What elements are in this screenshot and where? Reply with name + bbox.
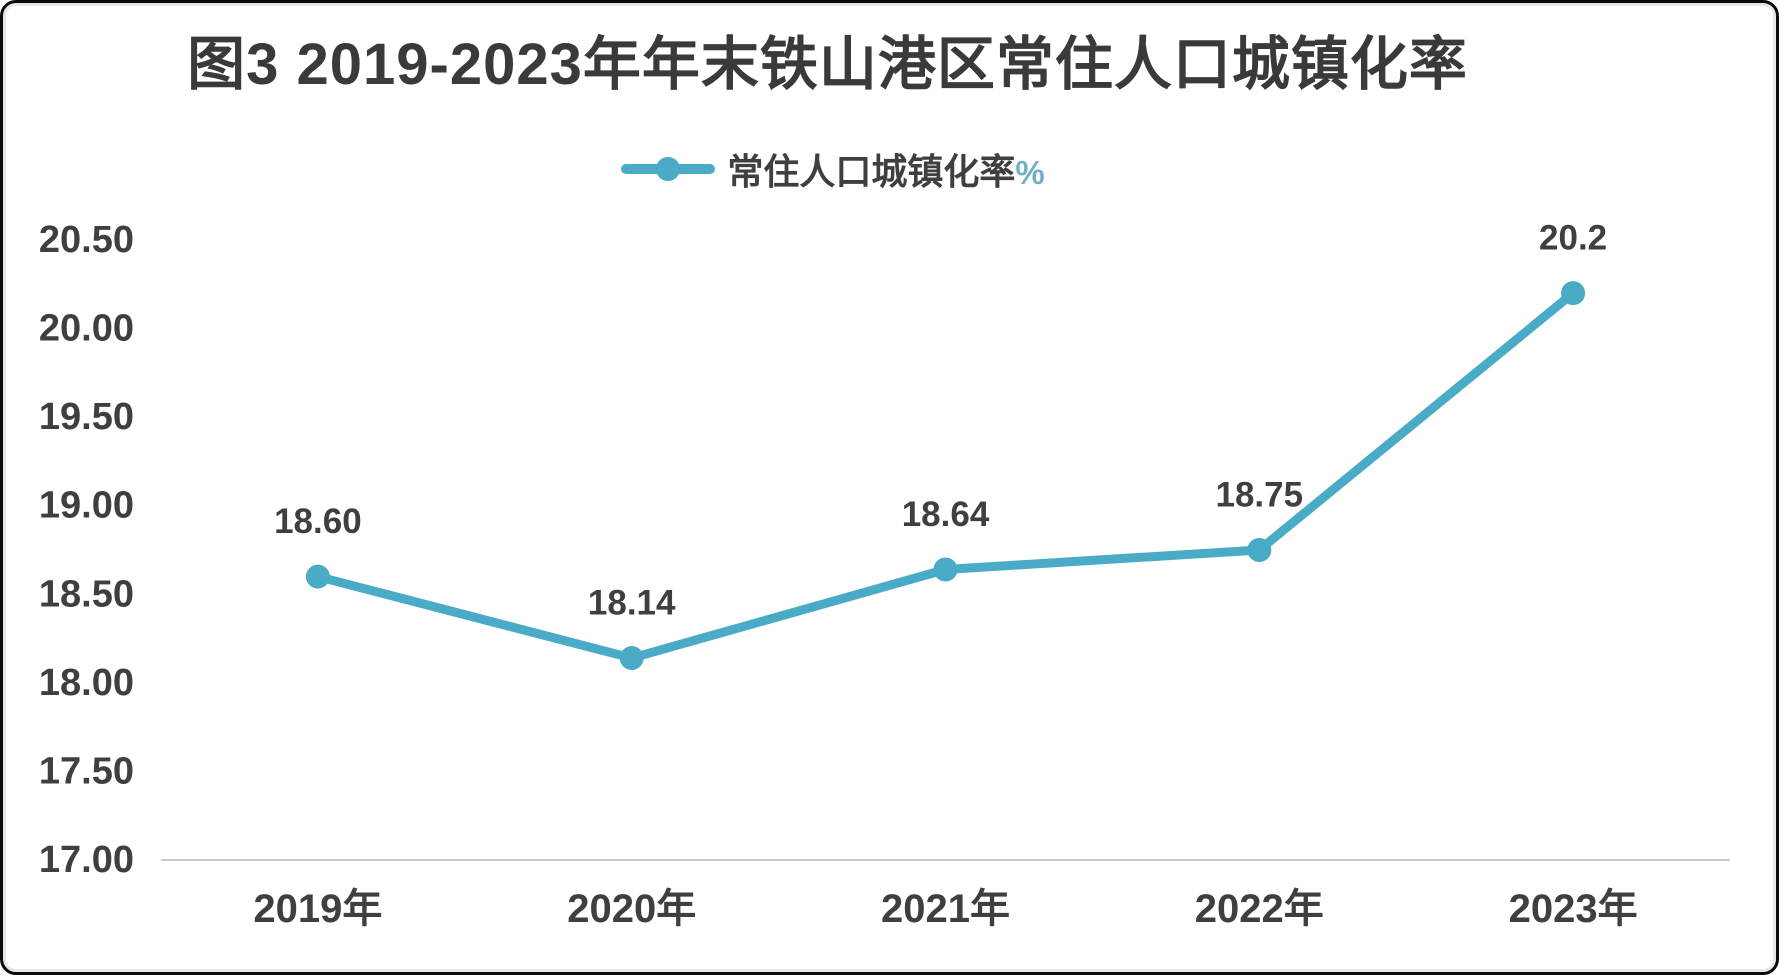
legend-dot-icon: [656, 157, 681, 181]
line-chart: 17.00 17.50 18.00 18.50 19.00 19.50 20.00 20.50…: [39, 219, 1730, 931]
y-tick-label: 20.00: [39, 308, 134, 350]
y-tick-label: 19.00: [39, 485, 134, 527]
x-tick-label: 2021年: [881, 887, 1010, 931]
x-tick-label: 2019年: [253, 887, 382, 931]
data-label: 18.64: [902, 495, 990, 534]
data-label: 18.75: [1216, 476, 1304, 515]
chart-title: 图3 2019-2023年年末铁山港区常住人口城镇化率: [187, 32, 1468, 97]
data-point-marker: [1247, 538, 1272, 562]
legend-line-marker-icon: [621, 156, 716, 182]
x-tick-label: 2022年: [1195, 887, 1324, 931]
y-tick-label: 17.00: [39, 839, 134, 881]
legend-label-suffix: %: [1015, 154, 1045, 191]
series-line: [313, 288, 1578, 663]
plot-area: 17.00 17.50 18.00 18.50 19.00 19.50 20.00 20.50…: [3, 3, 1776, 972]
data-label: 20.2: [1539, 219, 1607, 258]
legend-label-text: 常住人口城镇化率: [727, 151, 1016, 192]
y-tick-label: 17.50: [39, 750, 134, 792]
x-tick-label: 2020年: [567, 887, 696, 931]
data-point-marker: [933, 557, 958, 582]
data-point-marker: [1561, 281, 1586, 306]
y-tick-label: 18.00: [39, 662, 134, 704]
legend-label: 常住人口城镇化率%: [727, 143, 1044, 195]
y-tick-label: 20.50: [39, 219, 134, 261]
y-tick-label: 19.50: [39, 396, 134, 438]
y-tick-label: 18.50: [39, 573, 134, 615]
data-point-marker: [619, 646, 644, 671]
x-tick-label: 2023年: [1509, 887, 1638, 931]
data-point-marker: [305, 564, 330, 589]
data-label: 18.14: [588, 584, 676, 623]
data-label: 18.60: [274, 502, 362, 541]
legend: 常住人口城镇化率%: [3, 145, 1776, 193]
